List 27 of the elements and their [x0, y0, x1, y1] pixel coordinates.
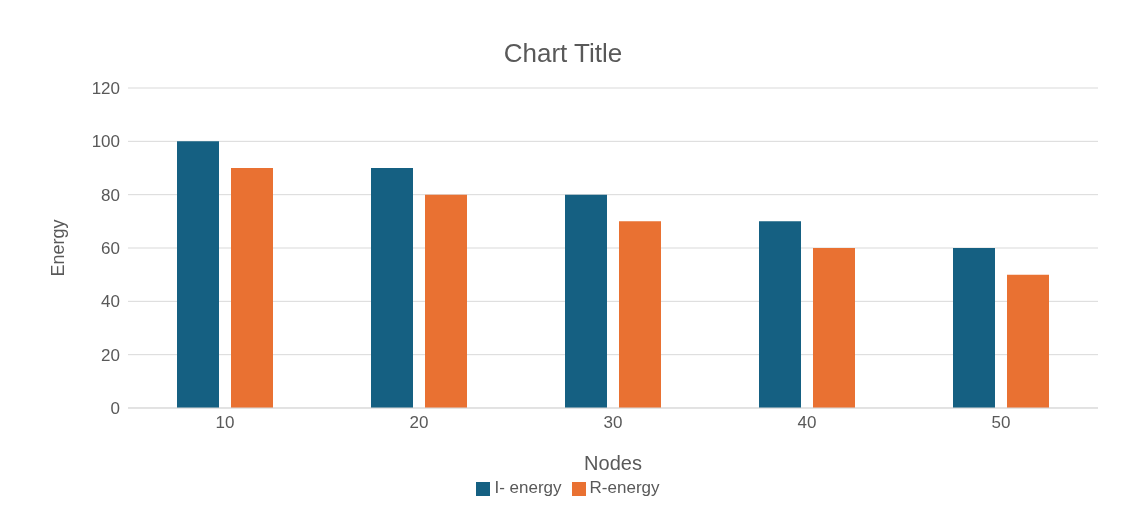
y-tick-label: 40: [101, 292, 120, 312]
bar: [565, 194, 607, 408]
bar: [813, 248, 855, 408]
y-tick-label: 60: [101, 239, 120, 259]
bar: [619, 221, 661, 408]
y-tick-label: 100: [91, 132, 120, 152]
bar: [231, 168, 273, 408]
bar: [759, 221, 801, 408]
y-tick-label: 80: [101, 185, 120, 205]
y-tick-label: 120: [91, 79, 120, 99]
bar: [425, 194, 467, 408]
bar: [371, 168, 413, 408]
legend-label: R-energy: [589, 478, 660, 497]
legend-label: I- energy: [494, 478, 562, 497]
x-tick-label: 30: [603, 413, 623, 433]
y-axis-title: Energy: [48, 219, 69, 277]
bar: [953, 248, 995, 408]
x-tick-label: 50: [991, 413, 1011, 433]
bar: [177, 141, 219, 408]
bar: [1007, 274, 1049, 408]
x-tick-label: 20: [409, 413, 429, 433]
x-tick-label: 10: [215, 413, 235, 433]
chart-title: Chart Title: [502, 37, 624, 70]
x-axis-title: Nodes: [584, 452, 642, 474]
x-tick-label: 40: [797, 413, 817, 433]
y-tick-label: 0: [110, 399, 120, 419]
y-tick-label: 20: [101, 345, 120, 365]
